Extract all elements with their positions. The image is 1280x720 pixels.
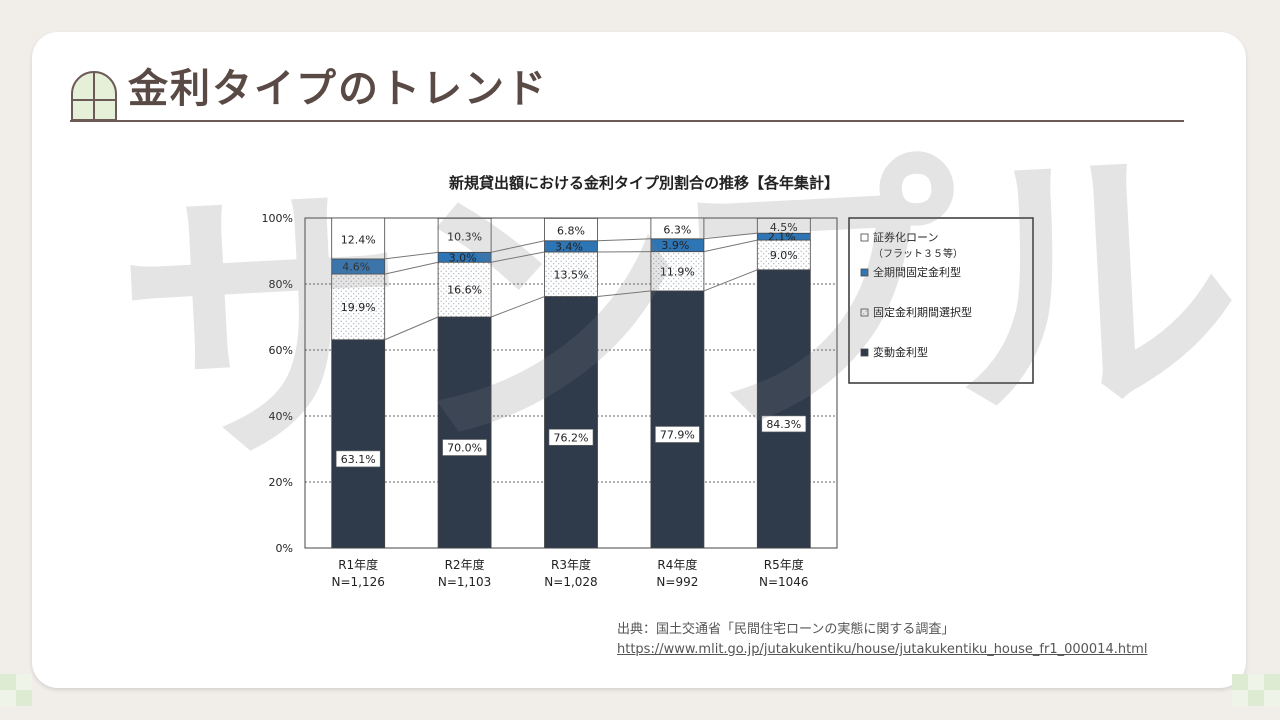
data-label-variable: 77.9% [660, 428, 695, 441]
x-category-label: R4年度 [657, 557, 697, 572]
slide-card [32, 32, 1246, 688]
y-tick-label: 60% [269, 344, 293, 357]
data-label-full-fixed: 4.6% [342, 261, 370, 274]
data-label-fixed-period: 9.0% [770, 249, 798, 262]
legend-label: 固定金利期間選択型 [873, 305, 972, 319]
source-note: 出典：国土交通省「民間住宅ローンの実態に関する調査」 https://www.m… [617, 620, 1147, 660]
source-citation: 出典：国土交通省「民間住宅ローンの実態に関する調査」 [617, 622, 955, 637]
y-tick-label: 80% [269, 278, 293, 291]
data-label-box [335, 450, 381, 468]
legend-swatch [860, 348, 869, 357]
data-label-variable: 70.0% [447, 442, 482, 455]
bar-segment [331, 217, 386, 260]
y-tick-label: 20% [269, 476, 293, 489]
x-category-label: R2年度 [445, 557, 485, 572]
x-category-sublabel: N=1046 [759, 575, 809, 589]
data-label-securitized: 10.3% [447, 230, 482, 243]
page-title: 金利タイプのトレンド [128, 66, 548, 112]
x-category-sublabel: N=1,126 [332, 575, 385, 589]
series-connector [703, 232, 758, 240]
bar-segment [544, 217, 598, 242]
series-connector [384, 261, 439, 275]
data-label-box [655, 426, 700, 443]
sample-watermark: サンプル [110, 112, 1239, 508]
data-label-fixed-period: 19.9% [341, 301, 376, 314]
data-label-securitized: 6.3% [663, 223, 691, 236]
bar-segment [756, 269, 811, 549]
bar-segment [650, 290, 705, 549]
legend-swatch [860, 233, 869, 242]
series-connector [597, 290, 651, 298]
x-category-sublabel: N=1,103 [438, 575, 491, 589]
bar-segment [756, 239, 811, 271]
x-category-label: R3年度 [551, 557, 591, 572]
series-connector [597, 238, 651, 242]
bar-segment [544, 251, 598, 297]
y-tick-label: 0% [276, 542, 293, 555]
series-connector [703, 269, 758, 292]
data-label-full-fixed: 3.9% [661, 239, 689, 252]
bar-segment [756, 217, 811, 234]
data-label-securitized: 4.5% [770, 221, 798, 234]
series-connector [490, 240, 545, 253]
series-connector [384, 251, 439, 260]
data-label-securitized: 12.4% [341, 233, 376, 246]
data-label-variable: 63.1% [341, 453, 376, 466]
bar-segment [437, 261, 492, 318]
bar-segment [650, 217, 705, 240]
corner-decoration-left [0, 674, 46, 720]
bar-segment [650, 251, 705, 292]
legend-swatch [860, 308, 869, 317]
data-label-box [548, 428, 594, 446]
data-label-box [442, 439, 487, 456]
legend-label: 証券化ローン [873, 230, 938, 244]
legend-swatch [860, 268, 869, 277]
series-connector [384, 316, 439, 341]
y-tick-label: 40% [269, 410, 293, 423]
x-category-sublabel: N=992 [656, 575, 698, 589]
data-label-fixed-period: 11.9% [660, 265, 695, 278]
bar-segment [437, 316, 492, 549]
series-connector [703, 239, 758, 253]
corner-decoration-right [1232, 674, 1280, 720]
window-icon [71, 71, 117, 121]
bar-segment [331, 273, 386, 341]
series-connector [491, 251, 545, 263]
data-label-fixed-period: 16.6% [447, 284, 482, 297]
data-label-variable: 84.3% [766, 418, 801, 431]
series-connector [490, 296, 545, 318]
legend-label: 変動金利型 [873, 345, 928, 359]
source-link[interactable]: https://www.mlit.go.jp/jutakukentiku/hou… [617, 642, 1148, 657]
title-divider [70, 120, 1184, 122]
data-label-full-fixed: 3.0% [449, 251, 477, 264]
bar-segment [331, 339, 386, 549]
y-tick-label: 100% [262, 212, 293, 225]
x-category-sublabel: N=1,028 [544, 575, 597, 589]
x-category-label: R1年度 [338, 557, 378, 572]
data-label-securitized: 6.8% [557, 225, 585, 238]
data-label-full-fixed: 2.1% [768, 231, 796, 244]
data-label-fixed-period: 13.5% [554, 268, 589, 281]
data-label-box [761, 415, 807, 433]
bar-segment [544, 296, 598, 549]
bar-segment [437, 217, 492, 253]
data-label-variable: 76.2% [554, 431, 589, 444]
x-category-label: R5年度 [764, 557, 804, 572]
legend-label-sub: （フラット３５等） [873, 247, 963, 260]
legend-label: 全期間固定金利型 [873, 265, 961, 279]
data-label-full-fixed: 3.4% [555, 240, 583, 253]
chart-title: 新規貸出額における金利タイプ別割合の推移【各年集計】 [449, 174, 839, 192]
legend-box [848, 217, 1034, 384]
